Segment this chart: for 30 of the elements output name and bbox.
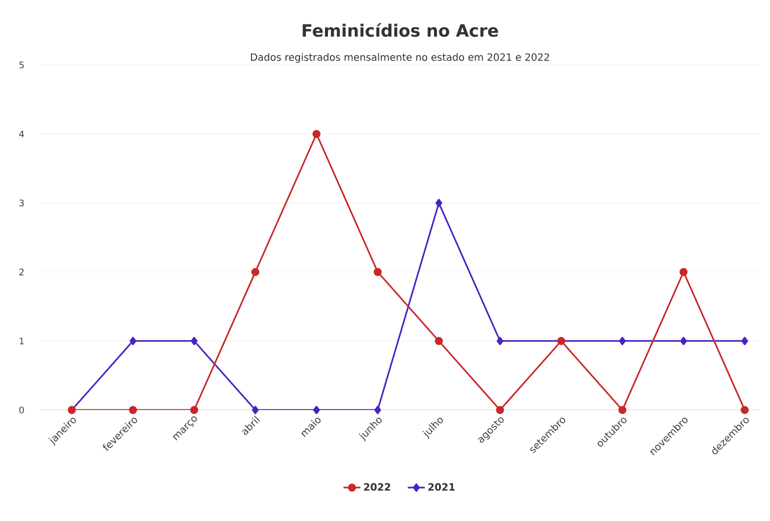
point: [436, 198, 442, 208]
y-tick-label: 3: [19, 200, 24, 206]
point: [680, 268, 688, 276]
point: [434, 336, 443, 345]
y-tick-label: 0: [19, 406, 24, 414]
point: [312, 130, 321, 138]
point: [619, 336, 626, 346]
chart-subtitle: Dados registrados mensalmente no estado em 2021 e 2022: [251, 53, 549, 63]
y-tick-label: 4: [19, 130, 24, 138]
point: [190, 406, 198, 414]
legend-label: 2022: [364, 483, 390, 491]
point: [741, 336, 748, 346]
point: [740, 406, 749, 414]
y-tick-label: 1: [20, 338, 24, 344]
y-tick-label: 5: [19, 62, 24, 68]
point: [128, 406, 137, 414]
point: [618, 406, 626, 414]
point: [496, 406, 504, 414]
point: [190, 336, 198, 346]
point: [252, 406, 259, 414]
legend-label: 2021: [428, 483, 455, 491]
point: [680, 336, 687, 346]
point: [313, 406, 320, 414]
y-tick-label: 2: [19, 268, 24, 276]
point: [251, 268, 260, 276]
point: [130, 336, 136, 346]
point: [374, 406, 382, 414]
point: [496, 336, 504, 346]
point: [374, 268, 382, 276]
chart-title: Feminicídios no Acre: [302, 23, 498, 37]
